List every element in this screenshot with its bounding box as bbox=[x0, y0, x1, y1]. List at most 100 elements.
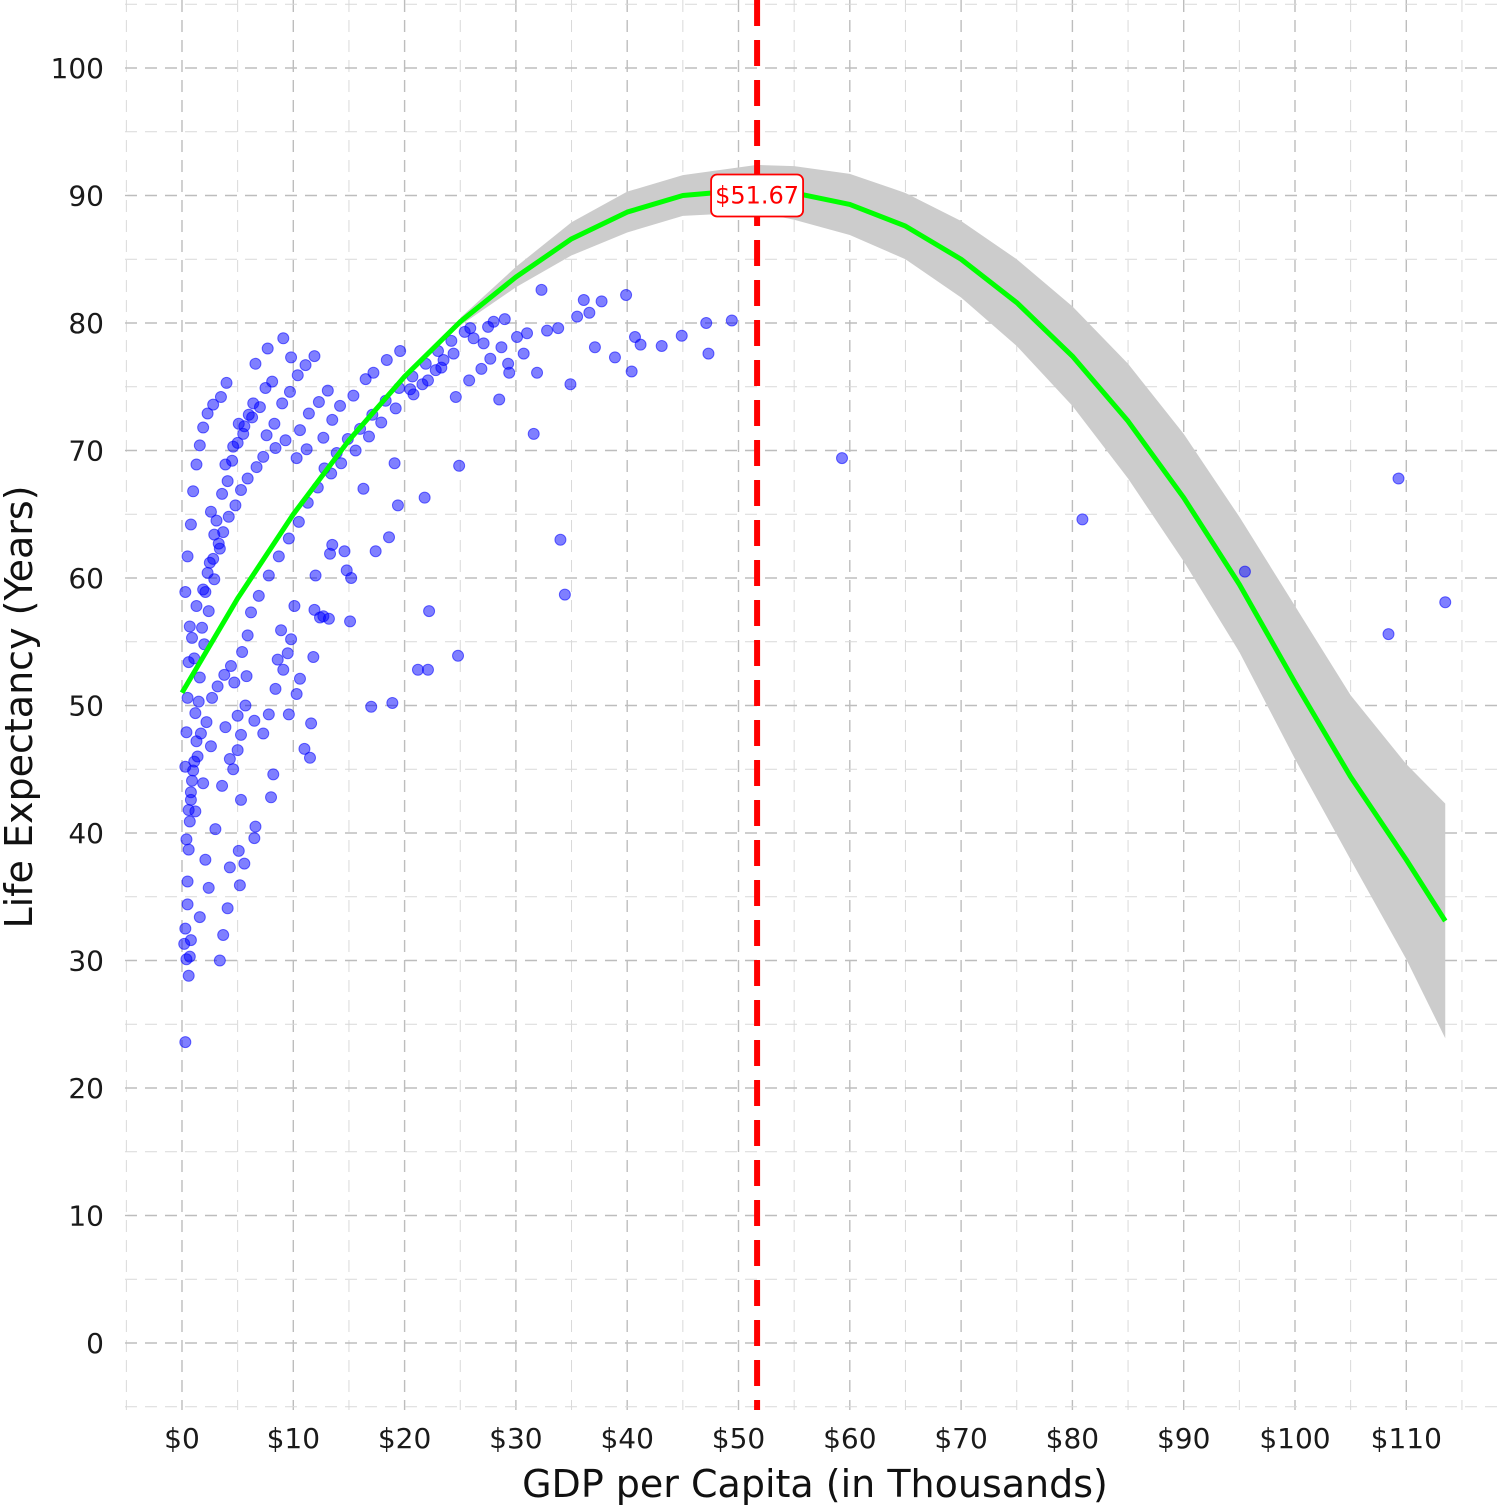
data-point bbox=[305, 717, 318, 730]
data-point bbox=[535, 283, 548, 296]
data-point bbox=[193, 671, 206, 684]
data-point bbox=[211, 680, 224, 693]
fit-curve bbox=[179, 186, 1448, 923]
data-point bbox=[246, 411, 259, 424]
x-tick-label: $90 bbox=[1157, 1422, 1210, 1455]
data-point bbox=[421, 663, 434, 676]
x-tick-label: $40 bbox=[600, 1422, 653, 1455]
data-point bbox=[359, 373, 372, 386]
data-point bbox=[193, 911, 206, 924]
data-point bbox=[558, 588, 571, 601]
data-point bbox=[344, 615, 357, 628]
data-point bbox=[181, 691, 194, 704]
x-tick-labels: $0 $10 $20 $30 $40 $50 $60 $70 $80 $90 $100 $110 bbox=[164, 1422, 1442, 1455]
data-point bbox=[349, 444, 362, 457]
data-point bbox=[262, 708, 275, 721]
data-point bbox=[291, 369, 304, 382]
data-point bbox=[249, 357, 262, 370]
data-point bbox=[345, 572, 358, 584]
y-tick-label: 70 bbox=[68, 435, 104, 468]
data-point bbox=[219, 721, 232, 734]
data-point bbox=[265, 791, 278, 804]
data-point bbox=[347, 389, 360, 402]
data-point bbox=[201, 407, 214, 420]
data-point bbox=[299, 359, 312, 372]
data-point bbox=[248, 832, 261, 845]
data-point bbox=[234, 484, 247, 497]
data-point bbox=[458, 325, 471, 338]
data-point bbox=[234, 728, 247, 741]
data-point bbox=[214, 390, 227, 403]
data-point bbox=[386, 696, 399, 709]
data-point bbox=[338, 545, 351, 558]
data-point bbox=[271, 653, 284, 666]
data-points-layer bbox=[178, 283, 1452, 1049]
data-point bbox=[250, 461, 263, 474]
data-point bbox=[190, 458, 203, 471]
data-point bbox=[238, 857, 251, 870]
data-point bbox=[248, 714, 261, 727]
data-point bbox=[180, 726, 193, 739]
data-point bbox=[449, 390, 462, 403]
data-point bbox=[262, 569, 275, 582]
data-point bbox=[423, 605, 436, 618]
data-point bbox=[277, 663, 290, 676]
data-point bbox=[292, 515, 305, 528]
data-point bbox=[281, 647, 294, 660]
data-point bbox=[389, 402, 402, 415]
data-point bbox=[196, 621, 209, 634]
y-tick-label: 30 bbox=[68, 945, 104, 978]
data-point bbox=[282, 532, 295, 545]
data-point bbox=[365, 700, 378, 713]
data-point bbox=[335, 457, 348, 470]
data-point bbox=[725, 314, 738, 327]
data-point bbox=[197, 777, 210, 790]
data-point bbox=[367, 366, 380, 379]
data-point bbox=[362, 430, 375, 443]
data-point bbox=[308, 350, 321, 363]
data-point bbox=[452, 649, 465, 662]
y-tick-label: 0 bbox=[86, 1327, 104, 1360]
x-tick-label: $0 bbox=[164, 1422, 200, 1455]
data-point bbox=[228, 676, 241, 689]
data-point bbox=[477, 337, 490, 350]
data-point bbox=[484, 352, 497, 365]
data-point bbox=[283, 385, 296, 398]
y-tick-label: 60 bbox=[68, 562, 104, 595]
data-point bbox=[527, 427, 540, 440]
data-point bbox=[199, 853, 212, 866]
data-point bbox=[467, 332, 480, 345]
data-point bbox=[239, 699, 252, 712]
data-point bbox=[275, 624, 288, 637]
data-point bbox=[357, 482, 370, 495]
fit-curve-layer bbox=[179, 186, 1448, 923]
data-point bbox=[192, 695, 205, 708]
data-point bbox=[252, 589, 265, 602]
data-point bbox=[183, 815, 196, 828]
data-point bbox=[293, 672, 306, 685]
data-point bbox=[226, 454, 239, 467]
data-point bbox=[231, 436, 244, 449]
data-point bbox=[217, 929, 230, 941]
y-tick-labels: 0 10 20 30 40 50 60 70 80 90 100 bbox=[51, 52, 104, 1360]
data-point bbox=[245, 606, 258, 619]
data-point bbox=[220, 376, 233, 389]
data-point bbox=[218, 668, 231, 681]
data-point bbox=[583, 306, 596, 319]
data-point bbox=[182, 656, 195, 669]
data-point bbox=[321, 384, 334, 397]
data-point bbox=[285, 633, 298, 646]
data-point bbox=[180, 833, 193, 846]
data-point bbox=[517, 347, 530, 360]
data-point bbox=[700, 317, 713, 329]
data-point bbox=[482, 320, 495, 333]
data-point bbox=[269, 441, 282, 454]
data-point bbox=[202, 605, 215, 618]
data-point bbox=[418, 491, 431, 504]
data-point bbox=[257, 450, 270, 463]
y-tick-label: 50 bbox=[68, 690, 104, 723]
confidence-band-layer bbox=[460, 164, 1446, 1039]
data-point bbox=[521, 327, 534, 340]
data-point bbox=[229, 499, 242, 512]
x-axis-title: GDP per Capita (in Thousands) bbox=[522, 1462, 1108, 1506]
